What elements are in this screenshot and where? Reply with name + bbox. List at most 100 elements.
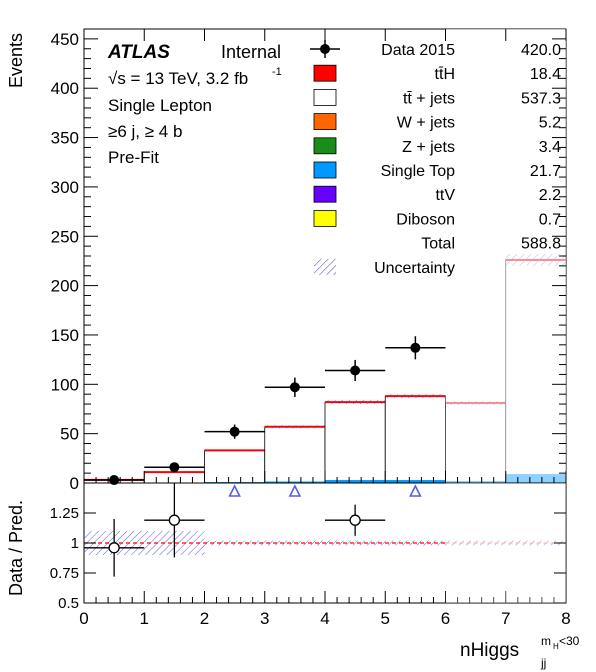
- x-axis-title-sup: m: [541, 634, 551, 648]
- y-axis-title: Events: [6, 33, 26, 88]
- uncertainty-band: [204, 449, 265, 452]
- legend-value: 21.7: [530, 163, 561, 180]
- data-point: [289, 382, 300, 393]
- data-point: [410, 342, 421, 353]
- ratio-y-tick-label: 1.25: [50, 505, 79, 522]
- legend-value: 420.0: [521, 42, 561, 59]
- legend-value: 5.2: [539, 115, 561, 132]
- legend-swatch: [313, 113, 337, 130]
- uncertainty-band: [264, 425, 325, 429]
- x-axis-title-main: nHiggs: [460, 640, 519, 661]
- legend-value: 18.4: [530, 66, 561, 83]
- legend-label: Uncertainty: [374, 260, 455, 277]
- x-tick-label: 6: [441, 609, 450, 628]
- energy-label-sup: -1: [272, 66, 282, 78]
- blinded-region: [445, 29, 566, 483]
- legend-swatch: [313, 137, 337, 155]
- data-point: [350, 365, 361, 376]
- ratio-offscale-arrow: [288, 484, 302, 497]
- legend-value: 2.2: [539, 187, 561, 204]
- legend-label: W + jets: [397, 115, 455, 132]
- legend-label: Diboson: [396, 211, 455, 228]
- legend-label: Z + jets: [402, 139, 455, 156]
- y-tick-label: 350: [51, 129, 79, 148]
- ratio-uncertainty-band: [325, 540, 386, 546]
- ttbar-jets-bar: [384, 395, 446, 484]
- ratio-point: [168, 514, 181, 526]
- x-tick-label: 3: [260, 609, 269, 628]
- x-tick-label: 2: [200, 609, 209, 628]
- data-point: [229, 426, 240, 437]
- legend-hatch-swatch: [314, 258, 336, 275]
- legend: Data 2015 420.0 tt̄H 18.4 tt̄ + jets 537.3 W +…: [310, 40, 561, 277]
- legend-swatch: [313, 161, 337, 179]
- y-tick-label: 100: [51, 375, 79, 394]
- legend-label: ttV: [435, 187, 455, 204]
- legend-swatch: [313, 185, 337, 203]
- x-tick-label: 0: [79, 609, 88, 628]
- x-axis-title-sub: jj: [540, 656, 546, 670]
- y-tick-label: 0: [70, 474, 79, 493]
- ratio-y-axis-title: Data / Pred.: [6, 500, 26, 596]
- ttbar-jets-bar: [143, 471, 205, 484]
- ratio-point: [349, 514, 361, 526]
- x-axis-title-sup-tail: <30: [559, 634, 580, 648]
- ttbar-jets-bar: [324, 401, 386, 484]
- legend-label: Total: [421, 236, 455, 253]
- atlas-label: ATLAS: [107, 42, 170, 63]
- legend-label: tt̄H: [435, 66, 455, 83]
- ratio-point: [108, 542, 120, 554]
- y-tick-label: 450: [51, 30, 79, 49]
- x-tick-label: 5: [381, 609, 390, 628]
- legend-swatch: [313, 209, 337, 227]
- single-top-bar: [264, 481, 325, 483]
- ratio-uncertainty-band: [505, 540, 566, 546]
- ttbar-jets-bar: [264, 426, 326, 484]
- legend-label: Single Top: [381, 163, 456, 180]
- y-tick-label: 200: [51, 277, 79, 296]
- x-axis-title: nHiggs jj m H <30: [460, 634, 580, 670]
- axis-layer: 0 50 100 150 200 250 300 350 400 450 0 1 2 3 4 5 6 7 8: [51, 29, 571, 628]
- y-tick-label: 50: [60, 425, 79, 444]
- data-point: [169, 462, 180, 473]
- ratio-y-tick-label: 1: [71, 535, 79, 552]
- ratio-offscale-arrow: [409, 484, 422, 497]
- stack-layer: [83, 29, 567, 484]
- ratio-offscale-arrow: [228, 484, 241, 497]
- stage-label: Pre-Fit: [108, 148, 159, 167]
- y-tick-label: 400: [51, 79, 79, 98]
- x-tick-label: 1: [140, 609, 149, 628]
- single-top-bar: [325, 480, 386, 483]
- legend-swatch: [313, 89, 337, 106]
- uncertainty-band: [385, 394, 446, 399]
- legend-swatch: [313, 64, 337, 82]
- energy-label: √s = 13 TeV, 3.2 fb: [108, 69, 248, 88]
- legend-label: tt̄ + jets: [403, 90, 455, 107]
- x-tick-label: 8: [561, 609, 570, 628]
- x-tick-label: 7: [501, 609, 510, 628]
- legend-value: 588.8: [521, 236, 561, 253]
- y-tick-label: 250: [51, 227, 79, 246]
- selection-label: ≥6 j, ≥ 4 b: [108, 122, 182, 141]
- legend-value: 537.3: [521, 90, 561, 107]
- ratio-blinded-region: [445, 483, 566, 603]
- ratio-y-tick-label: 0.5: [58, 595, 79, 612]
- y-tick-label: 150: [51, 326, 79, 345]
- x-axis-title-sup-sub: H: [553, 642, 559, 651]
- legend-label: Data 2015: [381, 42, 455, 59]
- legend-value: 3.4: [539, 139, 561, 156]
- channel-label: Single Lepton: [108, 96, 212, 115]
- internal-label: Internal: [221, 42, 281, 62]
- y-tick-label: 300: [51, 178, 79, 197]
- annotation-block: ATLAS Internal √s = 13 TeV, 3.2 fb -1 Si…: [107, 42, 282, 167]
- data-point: [109, 475, 120, 486]
- legend-data-marker: [320, 44, 330, 54]
- ratio-layer: 0.5 0.75 1 1.25: [50, 483, 566, 612]
- ttbar-jets-bar: [204, 450, 266, 484]
- single-top-bar: [385, 480, 446, 483]
- uncertainty-band: [325, 400, 386, 405]
- x-tick-label: 4: [320, 609, 329, 628]
- legend-value: 0.7: [539, 211, 561, 228]
- ratio-y-tick-label: 0.75: [50, 565, 79, 582]
